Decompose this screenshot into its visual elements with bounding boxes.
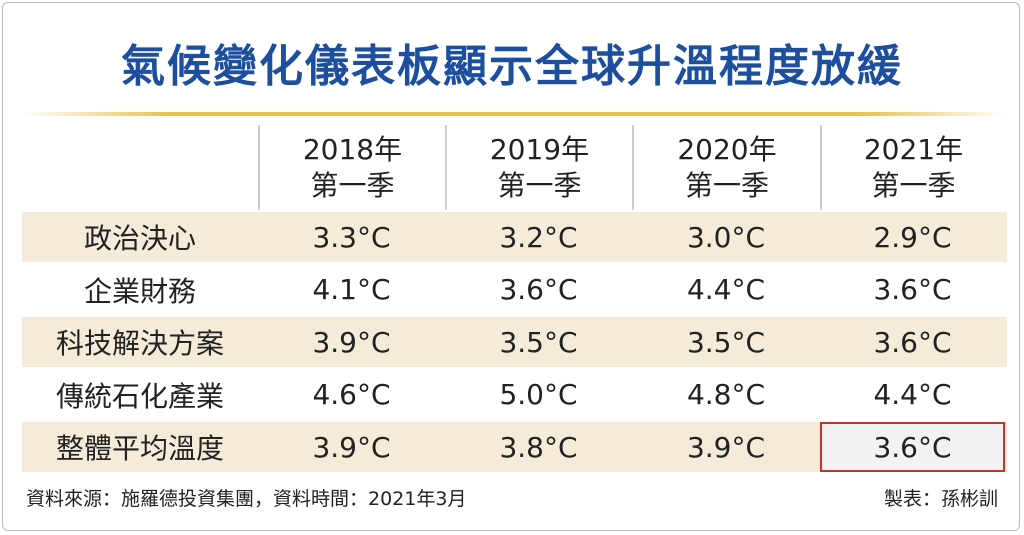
credit: 製表：孫彬訓 — [883, 488, 998, 510]
header-line: 2020年 — [677, 132, 777, 166]
value-cell: 3.2°C — [499, 220, 578, 254]
row-label: 政治決心 — [83, 222, 196, 255]
source: 資料來源：施羅德投資集團，資料時間：2021年3月 — [26, 488, 467, 510]
row-label: 企業財務 — [83, 274, 196, 308]
header-line: 第一季 — [871, 168, 956, 202]
row-label: 科技解決方案 — [55, 327, 224, 360]
value-cell: 4.4°C — [873, 378, 952, 411]
value-cell: 5.0°C — [499, 378, 578, 411]
value-cell: 4.6°C — [312, 378, 391, 411]
value-cell: 4.4°C — [686, 273, 766, 306]
value-cell: 3.8°C — [499, 430, 578, 464]
row-bg — [22, 212, 1007, 262]
header-cell: 2019年 第一季 — [445, 125, 632, 210]
title: 氣候變化儀表板顯示全球升溫程度放緩 — [121, 41, 903, 92]
row-bg — [22, 317, 1007, 367]
row-label: 整體平均溫度 — [55, 432, 224, 465]
header-line: 2018年 — [302, 132, 403, 166]
value-cell: 3.0°C — [686, 220, 766, 254]
header-line: 第一季 — [497, 168, 582, 202]
value-cell: 3.5°C — [499, 325, 578, 359]
value-cell: 3.9°C — [686, 430, 766, 464]
value-cell: 2.9°C — [873, 220, 952, 254]
value-cell: 3.6°C — [820, 422, 1005, 472]
value-cell: 3.3°C — [312, 220, 391, 254]
row-label: 傳統石化產業 — [55, 379, 224, 413]
value-cell: 3.5°C — [686, 325, 766, 359]
value-cell: 3.6°C — [873, 325, 952, 359]
value-cell: 4.8°C — [686, 378, 766, 411]
value-cell: 4.1°C — [312, 273, 391, 306]
header-line: 第一季 — [684, 168, 769, 202]
row-bg — [22, 369, 1007, 420]
header-cell: 2018年 第一季 — [258, 125, 445, 210]
header-cell: 2020年 第一季 — [632, 125, 820, 210]
row-bg — [22, 264, 1007, 315]
value-cell: 3.6°C — [873, 273, 952, 306]
header-line: 第一季 — [310, 168, 395, 202]
title-rule — [22, 112, 1007, 116]
header-cell: 2021年 第一季 — [820, 125, 1005, 210]
value-cell: 3.9°C — [312, 325, 391, 359]
header-line: 2021年 — [863, 132, 964, 166]
value-cell: 3.6°C — [499, 273, 578, 306]
value-cell: 3.9°C — [312, 430, 391, 464]
header-line: 2019年 — [489, 132, 590, 166]
